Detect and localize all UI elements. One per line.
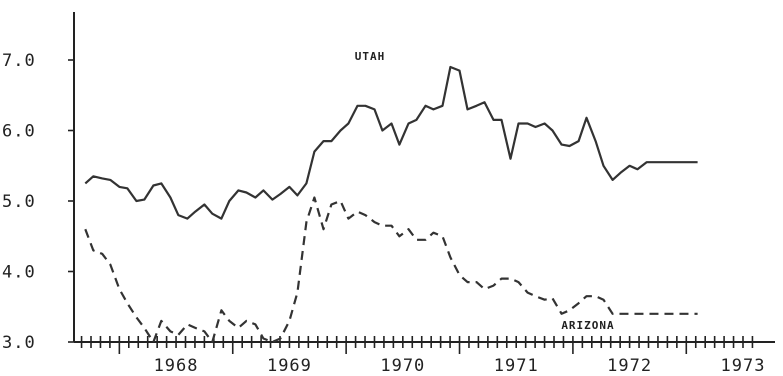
x-axis-ticks: 1968 1969 1970 1971 1972 1973 — [80, 336, 766, 376]
y-tick-label: 5.0 — [2, 192, 36, 212]
y-axis-ticks: 3.0 4.0 5.0 6.0 7.0 — [2, 51, 74, 353]
series-line-arizona — [84, 196, 698, 344]
y-tick-label: 7.0 — [2, 51, 36, 71]
y-tick-label: 3.0 — [2, 333, 36, 353]
y-tick-label: 6.0 — [2, 122, 36, 142]
series-label-utah: UTAH — [355, 50, 386, 63]
series-label-arizona: ARIZONA — [561, 319, 614, 332]
y-tick-label: 4.0 — [2, 263, 36, 283]
series-lines — [84, 65, 698, 344]
x-tick-label: 1971 — [494, 356, 539, 376]
axes — [73, 12, 775, 343]
x-tick-label: 1972 — [607, 356, 652, 376]
x-tick-label: 1970 — [380, 356, 425, 376]
x-tick-label: 1968 — [154, 356, 199, 376]
x-tick-label: 1973 — [721, 356, 766, 376]
series-line-utah — [84, 65, 698, 220]
x-tick-label: 1969 — [267, 356, 312, 376]
